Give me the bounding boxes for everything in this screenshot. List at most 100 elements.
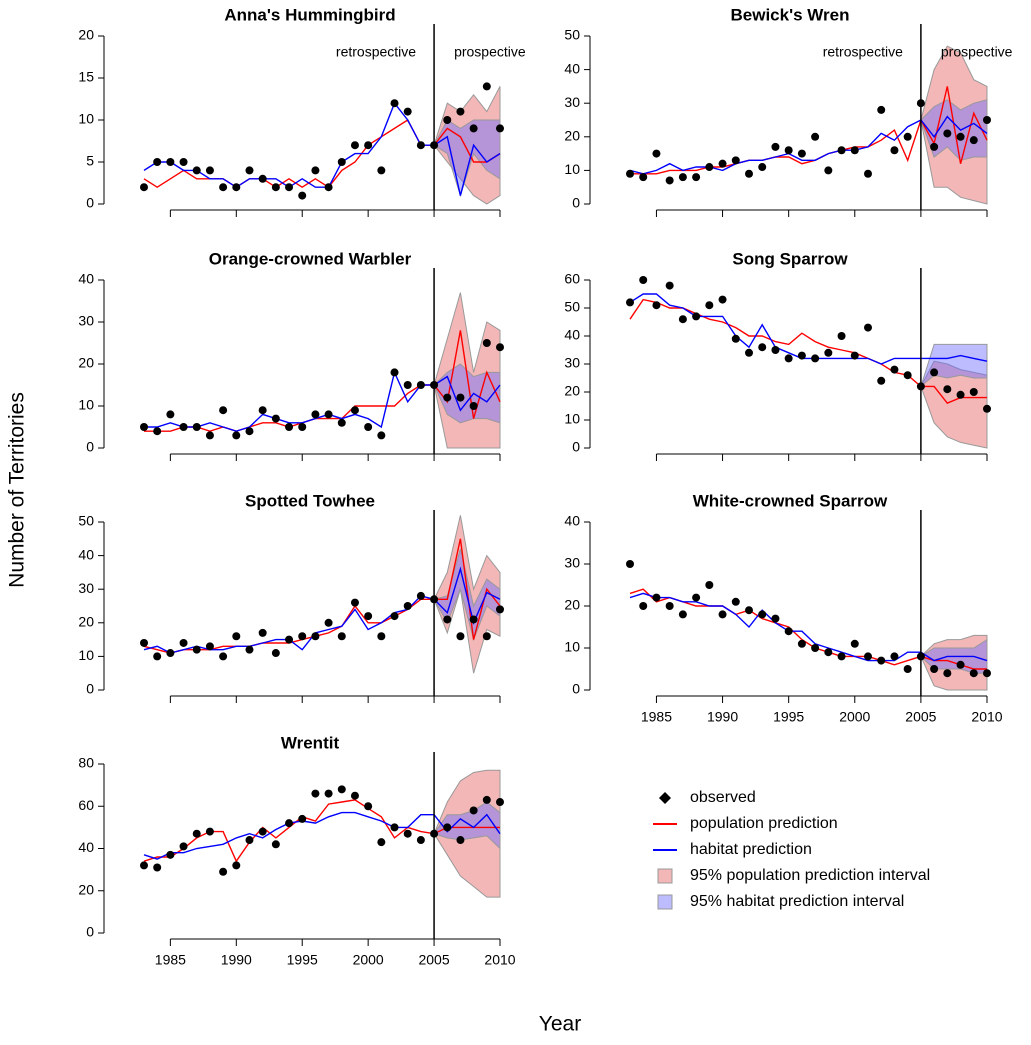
- observed-point: [665, 176, 674, 185]
- observed-point: [364, 141, 373, 150]
- x-tick-label: 2010: [484, 952, 515, 968]
- observed-point: [771, 346, 780, 354]
- prediction-line: [144, 370, 501, 432]
- observed-point: [718, 159, 727, 168]
- y-tick-label: 20: [78, 881, 94, 897]
- observed-point: [377, 431, 386, 440]
- observed-point: [166, 158, 175, 166]
- observed-point: [153, 863, 162, 872]
- observed-point: [364, 802, 373, 811]
- observed-point: [811, 132, 820, 141]
- observed-point: [166, 649, 175, 658]
- y-tick-label: 40: [78, 546, 94, 562]
- y-tick-label: 10: [564, 411, 580, 427]
- observed-point: [890, 652, 899, 661]
- observed-point: [245, 427, 254, 436]
- observed-point: [811, 354, 820, 363]
- y-axis-label: Number of Territories: [6, 392, 29, 588]
- y-tick-label: 40: [78, 271, 94, 287]
- observed-point: [864, 323, 872, 332]
- observed-point: [496, 605, 504, 614]
- observed-point: [824, 166, 833, 175]
- observed-point: [298, 814, 307, 823]
- observed-point: [771, 142, 780, 151]
- observed-point: [403, 107, 412, 116]
- y-tick-label: 40: [564, 513, 580, 529]
- observed-point: [416, 381, 425, 389]
- observed-point: [797, 149, 806, 158]
- observed-point: [692, 593, 701, 602]
- observed-point: [377, 838, 386, 847]
- observed-point: [456, 393, 465, 402]
- observed-point: [443, 615, 452, 624]
- y-tick-label: 20: [78, 27, 94, 43]
- observed-point: [232, 861, 241, 870]
- y-tick-label: 30: [78, 580, 94, 596]
- observed-point: [219, 652, 228, 661]
- observed-point: [837, 146, 846, 155]
- observed-point: [678, 315, 687, 324]
- prediction-line: [143, 811, 501, 860]
- y-tick-label: 10: [78, 111, 94, 127]
- prediction-line: [143, 538, 501, 654]
- observed-point: [140, 423, 148, 431]
- observed-point: [443, 823, 452, 832]
- legend-marker: [657, 894, 673, 910]
- observed-point: [416, 836, 425, 845]
- observed-point: [745, 348, 753, 357]
- observed-point: [456, 107, 465, 116]
- observed-point: [930, 142, 939, 151]
- observed-point: [232, 632, 241, 641]
- y-tick-label: 40: [78, 839, 94, 855]
- observed-point: [153, 158, 162, 166]
- y-tick-label: 50: [564, 27, 580, 43]
- prediction-line: [629, 298, 987, 405]
- observed-point: [298, 191, 307, 200]
- observed-point: [758, 163, 767, 172]
- observed-point: [140, 638, 148, 647]
- observed-point: [350, 791, 359, 800]
- observed-point: [718, 295, 727, 304]
- observed-point: [456, 836, 465, 845]
- observed-point: [153, 427, 162, 436]
- x-tick-label: 1990: [221, 952, 252, 968]
- observed-point: [219, 183, 228, 192]
- observed-point: [416, 141, 425, 150]
- prediction-line: [629, 115, 988, 175]
- observed-point: [983, 404, 991, 413]
- legend-label: habitat prediction: [690, 841, 812, 858]
- observed-point: [205, 827, 214, 836]
- observed-point: [337, 785, 346, 794]
- y-tick-label: 30: [564, 555, 580, 571]
- observed-point: [390, 368, 399, 377]
- observed-point: [482, 795, 491, 804]
- observed-point: [983, 669, 991, 678]
- observed-point: [324, 183, 333, 192]
- observed-point: [324, 410, 333, 419]
- observed-point: [745, 169, 753, 178]
- y-tick-label: 50: [564, 299, 580, 315]
- observed-point: [864, 652, 872, 661]
- annotation: retrospective: [823, 44, 903, 60]
- observed-point: [930, 665, 939, 673]
- observed-point: [285, 635, 294, 644]
- observed-point: [337, 158, 346, 166]
- y-tick-label: 0: [572, 439, 580, 455]
- y-tick-label: 10: [564, 161, 580, 177]
- legend-label: 95% habitat prediction interval: [690, 893, 904, 910]
- x-tick-label: 1990: [707, 709, 738, 725]
- observed-point: [311, 632, 320, 641]
- y-tick-label: 20: [564, 597, 580, 613]
- observed-point: [205, 431, 214, 440]
- annotation: retrospective: [336, 44, 416, 60]
- observed-point: [784, 354, 793, 363]
- y-tick-label: 30: [78, 313, 94, 329]
- observed-point: [364, 423, 373, 431]
- x-tick-label: 1995: [287, 952, 318, 968]
- observed-point: [837, 332, 846, 340]
- observed-point: [956, 132, 965, 141]
- y-tick-label: 10: [78, 397, 94, 413]
- observed-point: [166, 850, 175, 859]
- prediction-line: [143, 799, 500, 863]
- observed-point: [837, 652, 846, 661]
